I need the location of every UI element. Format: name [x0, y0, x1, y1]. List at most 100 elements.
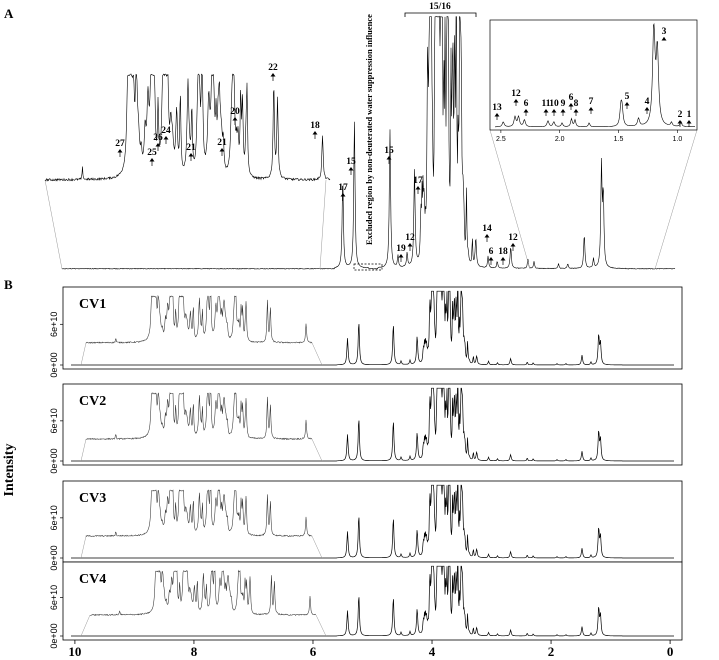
peak-label-text: 18: [310, 121, 320, 131]
panel-b: B Intensity CV10e+006e+10CV20e+006e+10CV…: [2, 277, 683, 659]
peak-label: 17: [338, 183, 348, 201]
cv-panel: CV2 0e+00 6e+10: [49, 383, 683, 474]
cv-panel: CV3 0e+00 6e+10: [49, 480, 683, 571]
peak-label-text: 12: [405, 233, 415, 243]
peak-label-text: 14: [482, 224, 492, 234]
peak-label: 25: [147, 148, 157, 166]
y-tick-label: 0e+00: [49, 545, 59, 570]
cv-series-label: CV4: [79, 572, 106, 587]
x-tick-label: 6: [310, 644, 317, 659]
y-tick-label: 6e+10: [49, 585, 59, 610]
peak-label: 6: [523, 99, 529, 116]
peak-arrow: [513, 99, 519, 103]
peak-label: 14: [482, 224, 492, 242]
peak-label-text: 2: [678, 110, 683, 120]
inset-x-tick-label: 1.5: [614, 136, 624, 143]
peak-label-text: 11: [542, 99, 551, 109]
peak-label-text: 9: [561, 99, 566, 109]
peak-label: 8: [573, 99, 579, 116]
peak-arrow: [551, 109, 557, 113]
right-inset-frame: [489, 19, 698, 131]
peak-arrow: [686, 120, 692, 124]
peak-label-text: 4: [645, 97, 650, 107]
peak-label: 18: [498, 247, 508, 265]
peak-arrow: [568, 103, 574, 107]
peak-label: 12: [405, 233, 415, 251]
panel-a-spectrum: [44, 12, 698, 271]
cv-panel-frame: [62, 286, 683, 370]
peak-arrow: [543, 109, 549, 113]
peak-arrow: [149, 158, 155, 162]
peak-arrow: [588, 107, 594, 111]
peak-label: 1: [686, 110, 692, 127]
peak-label-text: 22: [268, 63, 278, 73]
peak-label-text: 3: [662, 27, 667, 37]
peak-label: 7: [588, 97, 594, 114]
peak-label: 18: [310, 121, 320, 139]
peak-arrow: [270, 73, 276, 77]
peak-label: 21: [186, 143, 196, 161]
peak-label-text: 26: [153, 133, 163, 143]
peak-label-text: 6: [489, 247, 494, 257]
y-tick-label: 0e+00: [49, 623, 59, 648]
peak-label: 19: [396, 244, 406, 262]
peak-label-text: 6: [524, 99, 529, 109]
peak-label: 6: [488, 247, 494, 265]
peak-arrow: [398, 254, 404, 258]
peak-arrow: [386, 156, 392, 160]
peak-bracket-15-16: [404, 12, 477, 17]
peak-arrow: [155, 143, 161, 147]
panel-b-spectra: CV10e+006e+10CV20e+006e+10CV30e+006e+10C…: [49, 286, 683, 649]
peak-label: 17: [413, 176, 423, 194]
cv-panel: CV4 0e+00 6e+10: [49, 561, 683, 649]
peak-arrow: [484, 234, 490, 238]
y-tick-label: 0e+00: [49, 448, 59, 473]
peak-label-text: 24: [161, 126, 171, 136]
peak-label-text: 7: [589, 97, 594, 107]
peak-arrow: [624, 102, 630, 106]
peak-label-text: 15: [384, 146, 394, 156]
y-tick-label: 6e+10: [49, 505, 59, 530]
y-tick-label: 6e+10: [49, 408, 59, 433]
peak-label: 15: [346, 157, 356, 175]
inset-x-tick-label: 1.0: [672, 136, 682, 143]
y-tick-label: 6e+10: [49, 312, 59, 337]
peak-label-text: 15: [346, 157, 356, 167]
peak-arrow: [488, 257, 494, 261]
peak-label-text: 19: [396, 244, 406, 254]
peak-label: 10: [549, 99, 559, 116]
peak-arrow: [163, 136, 169, 140]
peak-label-text: 12: [508, 233, 518, 243]
peak-arrow: [560, 109, 566, 113]
cv-panel-frame: [62, 480, 683, 563]
peak-label: 3: [661, 27, 667, 41]
cv-series-label: CV1: [79, 297, 106, 312]
cv-panel-frame: [62, 383, 683, 466]
peak-label: 5: [624, 92, 630, 109]
peak-label-text: 17: [413, 176, 423, 186]
peak-label: 9: [560, 99, 566, 116]
peak-label-text: 10: [549, 99, 559, 109]
peak-label-text: 8: [574, 99, 579, 109]
peak-arrow: [348, 167, 354, 171]
panel-b-x-axis: 10 8 6 4 2 0: [68, 640, 673, 659]
peak-arrow: [415, 186, 421, 190]
peak-label: 12: [511, 89, 521, 106]
excluded-region-box: [353, 263, 383, 271]
inset-x-tick-label: 2.5: [496, 136, 506, 143]
peak-label: 12: [508, 233, 518, 251]
cv-series-label: CV2: [79, 394, 106, 409]
peak-label: 6: [568, 93, 574, 110]
peak-label-text: 13: [492, 103, 502, 113]
x-tick-label: 10: [68, 644, 81, 659]
panel-b-letter: B: [4, 277, 13, 292]
panel-a-aromatic-inset: [44, 73, 331, 182]
peak-label-text: 17: [338, 183, 348, 193]
peak-label: 11: [542, 99, 551, 116]
inset-x-tick-label: 2.0: [555, 136, 565, 143]
x-tick-label: 4: [429, 644, 436, 659]
cv-series-label: CV3: [79, 491, 106, 506]
peak-label-text: 5: [625, 92, 630, 102]
peak-label-text: 1: [687, 110, 692, 120]
